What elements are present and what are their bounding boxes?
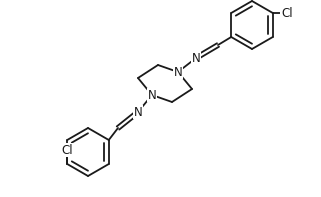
Text: Cl: Cl	[61, 143, 73, 156]
Text: N: N	[148, 88, 156, 101]
Text: Cl: Cl	[281, 7, 293, 20]
Text: N: N	[134, 106, 143, 119]
Text: N: N	[192, 51, 200, 64]
Text: N: N	[174, 65, 182, 78]
